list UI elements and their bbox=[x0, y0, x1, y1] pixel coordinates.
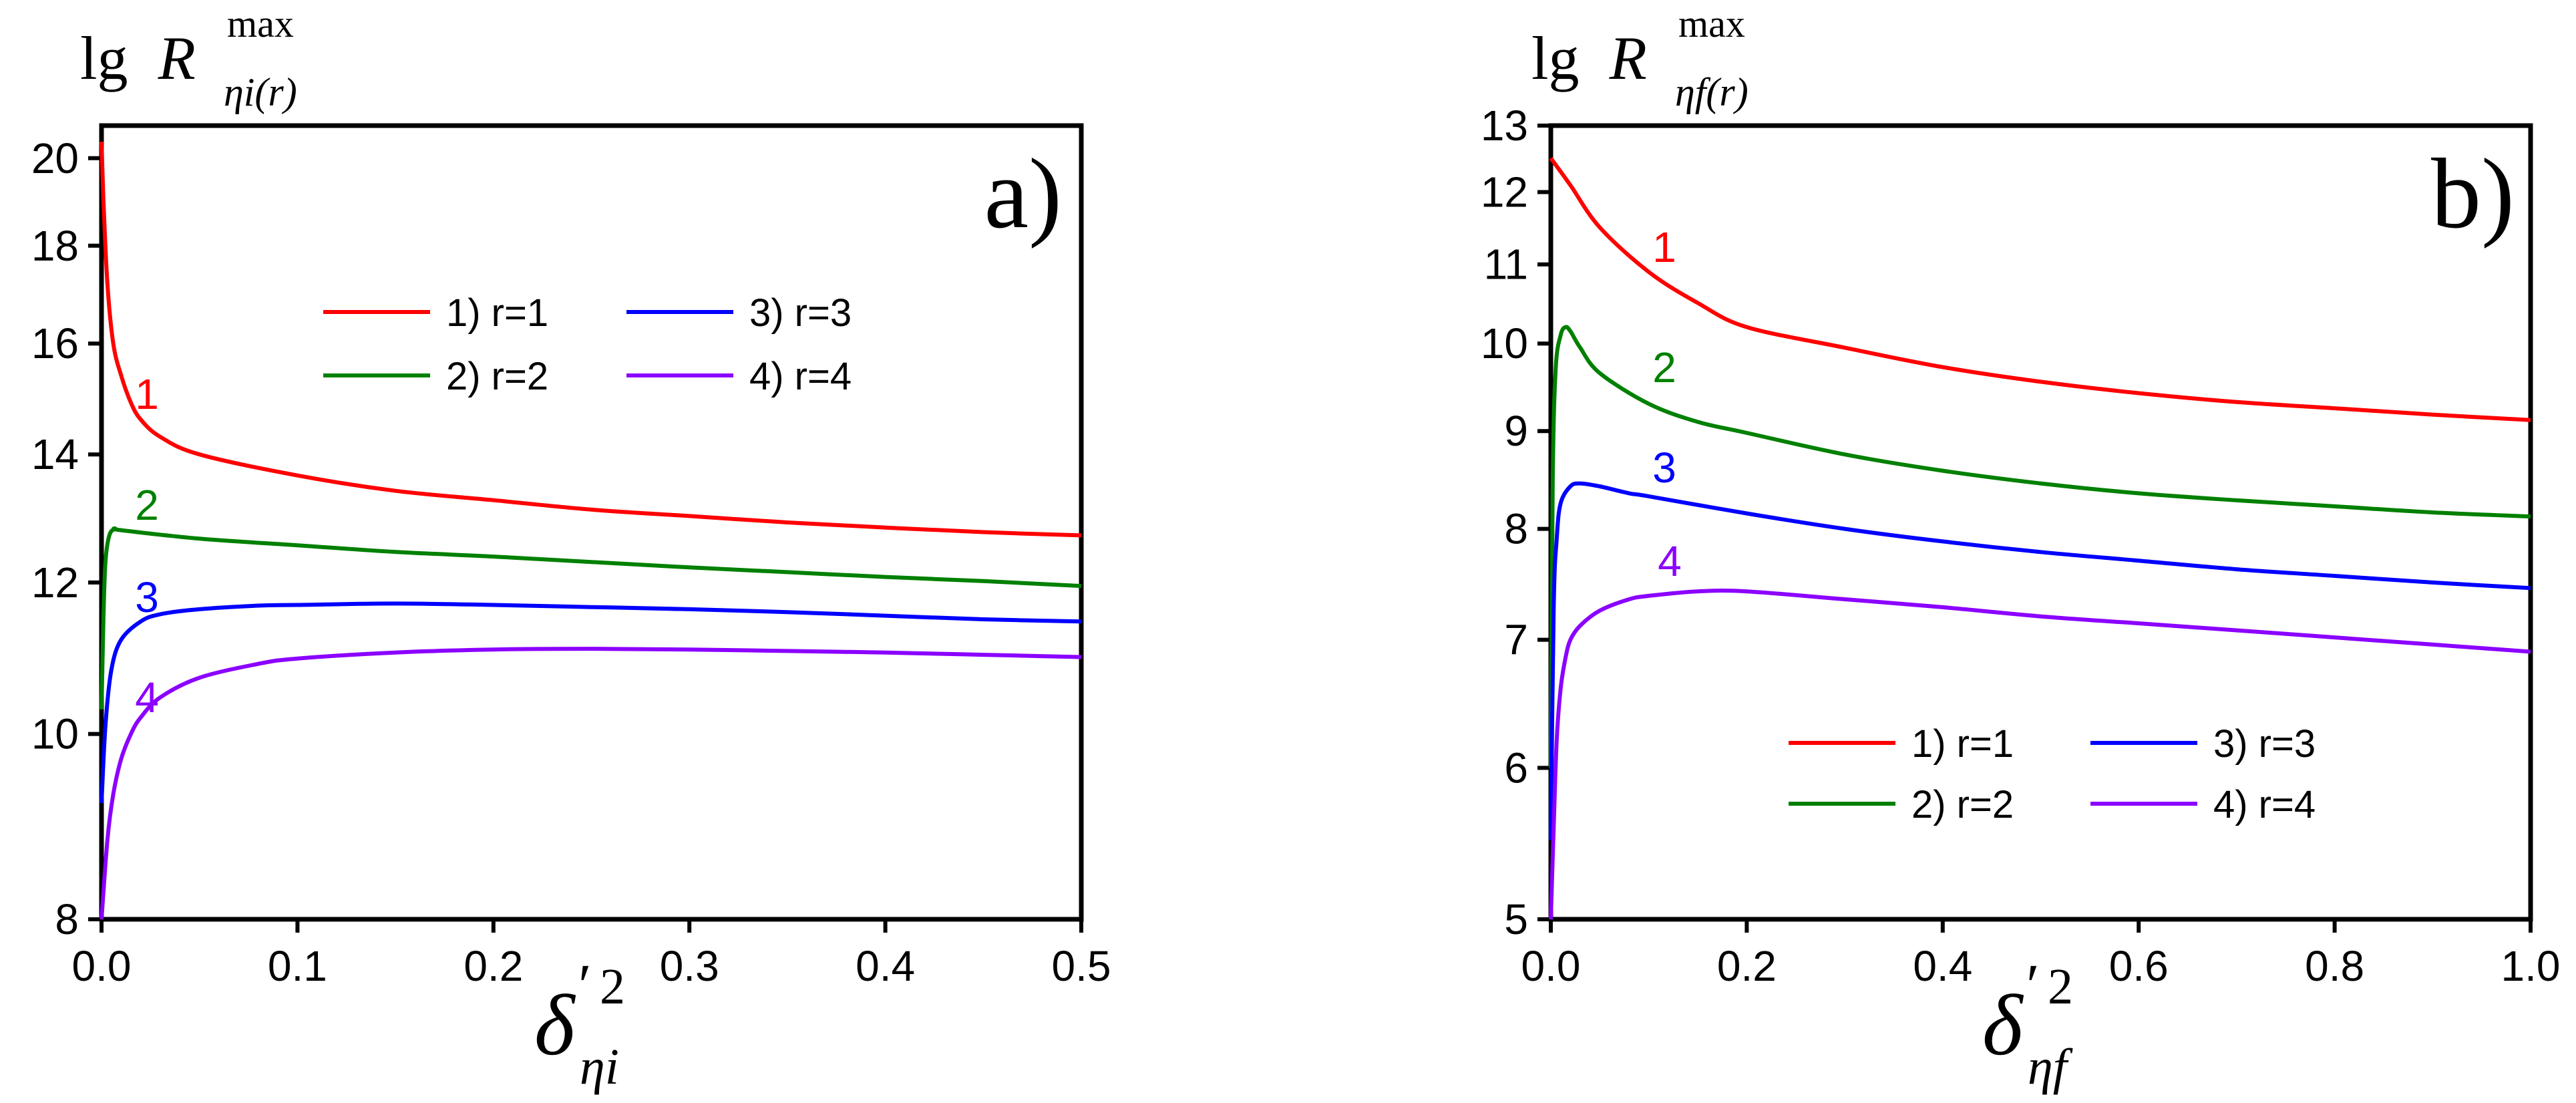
y-axis-label-symbol: R bbox=[1609, 24, 1647, 92]
series-line-a-r3 bbox=[100, 601, 1082, 804]
x-axis-label-superscript-a: 2 bbox=[600, 959, 625, 1015]
x-tick-label-b: 0.4 bbox=[1913, 942, 1972, 990]
y-tick-label-a: 16 bbox=[31, 319, 79, 367]
x-axis-label-a: δ bbox=[534, 977, 576, 1074]
x-tick-label-b: 0.2 bbox=[1717, 942, 1777, 990]
curve-label-a-2: 2 bbox=[135, 481, 159, 529]
legend-b-label-2: 2) r=2 bbox=[1911, 783, 2014, 826]
y-axis-label-a: lg R bbox=[80, 24, 196, 92]
curve-label-b-2: 2 bbox=[1652, 343, 1676, 391]
legend-b: 1) r=1 2) r=2 3) r=3 4) r=4 bbox=[1789, 722, 2316, 826]
series-line-b-r3 bbox=[1549, 481, 2531, 840]
curve-label-b-3: 3 bbox=[1652, 444, 1676, 492]
x-tick-label-a: 0.3 bbox=[660, 942, 719, 990]
x-tick-label-b: 1.0 bbox=[2501, 942, 2561, 990]
x-tick-label-b: 0.6 bbox=[2109, 942, 2169, 990]
y-axis-label-prefix: lg bbox=[1531, 24, 1580, 92]
series-group-b bbox=[1549, 157, 2531, 920]
y-tick-label-b: 11 bbox=[1484, 241, 1528, 289]
plot-frame-a bbox=[99, 123, 1084, 922]
x-axis-label-prime-b: ′ bbox=[2026, 953, 2040, 1019]
legend-a-label-4: 4) r=4 bbox=[749, 355, 852, 398]
y-tick-label-b: 7 bbox=[1504, 616, 1528, 664]
series-line-a-r4 bbox=[100, 647, 1082, 920]
x-tick-label-a: 0.2 bbox=[464, 942, 523, 990]
y-axis-label-symbol: R bbox=[158, 24, 196, 92]
curve-label-b-1: 1 bbox=[1652, 223, 1676, 271]
x-axis-label-subscript-b: ηf bbox=[2028, 1039, 2073, 1095]
y-axis-label-superscript-a: max bbox=[227, 2, 294, 45]
curve-label-a-3: 3 bbox=[135, 573, 159, 621]
y-axis-label-b: lg R bbox=[1531, 24, 1647, 92]
y-axis-label-prefix: lg bbox=[80, 24, 128, 92]
series-line-b-r4 bbox=[1549, 589, 2531, 920]
panel-label-a: a) bbox=[984, 138, 1062, 249]
legend-b-label-1: 1) r=1 bbox=[1911, 722, 2014, 766]
y-tick-label-b: 8 bbox=[1504, 505, 1528, 553]
legend-a-label-3: 3) r=3 bbox=[749, 291, 852, 335]
y-tick-label-b: 9 bbox=[1504, 407, 1528, 455]
x-axis-label-b: δ bbox=[1982, 977, 2024, 1074]
x-axis-label-superscript-b: 2 bbox=[2048, 959, 2073, 1015]
y-tick-label-a: 20 bbox=[31, 134, 79, 182]
chart-panel-b: lg R max ηf(r) 0.0 0.2 0.4 0.6 0.8 1.0 5 6 7 8 9 10… bbox=[1481, 2, 2561, 1095]
y-axis-label-subscript-a: ηi(r) bbox=[224, 70, 297, 114]
y-tick-label-a: 8 bbox=[55, 895, 79, 943]
y-tick-label-a: 12 bbox=[31, 559, 79, 607]
x-axis-label-subscript-a: ηi bbox=[580, 1039, 619, 1095]
series-line-b-r1 bbox=[1549, 157, 2531, 422]
series-line-a-r2 bbox=[100, 526, 1082, 710]
legend-a-label-1: 1) r=1 bbox=[446, 291, 548, 335]
panel-label-b: b) bbox=[2431, 138, 2515, 249]
x-tick-label-a: 0.0 bbox=[72, 942, 132, 990]
plot-frame-b bbox=[1548, 123, 2533, 922]
x-tick-label-b: 0.0 bbox=[1521, 942, 1581, 990]
series-group-a bbox=[100, 141, 1082, 920]
y-axis-label-superscript-b: max bbox=[1678, 2, 1745, 45]
y-tick-label-a: 14 bbox=[31, 430, 79, 478]
series-line-a-r1 bbox=[100, 141, 1082, 538]
x-tick-label-b: 0.8 bbox=[2305, 942, 2364, 990]
y-tick-label-a: 18 bbox=[31, 222, 79, 270]
x-tick-label-a: 0.5 bbox=[1052, 942, 1111, 990]
x-axis-label-prime-a: ′ bbox=[578, 953, 592, 1019]
y-tick-label-b: 5 bbox=[1504, 895, 1528, 943]
x-tick-label-a: 0.4 bbox=[856, 942, 915, 990]
y-axis-label-subscript-b: ηf(r) bbox=[1675, 70, 1749, 114]
series-line-b-r2 bbox=[1549, 325, 2531, 768]
legend-a-label-2: 2) r=2 bbox=[446, 355, 548, 398]
y-tick-label-b: 10 bbox=[1481, 319, 1528, 367]
legend-a: 1) r=1 2) r=2 3) r=3 4) r=4 bbox=[323, 291, 852, 398]
x-tick-label-a: 0.1 bbox=[268, 942, 327, 990]
curve-label-b-4: 4 bbox=[1658, 537, 1682, 585]
y-tick-label-a: 10 bbox=[31, 710, 79, 758]
y-tick-label-b: 12 bbox=[1481, 168, 1528, 216]
curve-label-a-4: 4 bbox=[135, 673, 159, 722]
y-tick-label-b: 6 bbox=[1504, 744, 1528, 792]
chart-panel-a: lg R max ηi(r) 0.0 0.1 0.2 0.3 0.4 0.58101214… bbox=[31, 2, 1111, 1095]
legend-b-label-4: 4) r=4 bbox=[2213, 783, 2316, 826]
legend-b-label-3: 3) r=3 bbox=[2213, 722, 2316, 766]
curve-label-a-1: 1 bbox=[135, 370, 159, 418]
y-tick-label-b: 13 bbox=[1481, 102, 1528, 150]
